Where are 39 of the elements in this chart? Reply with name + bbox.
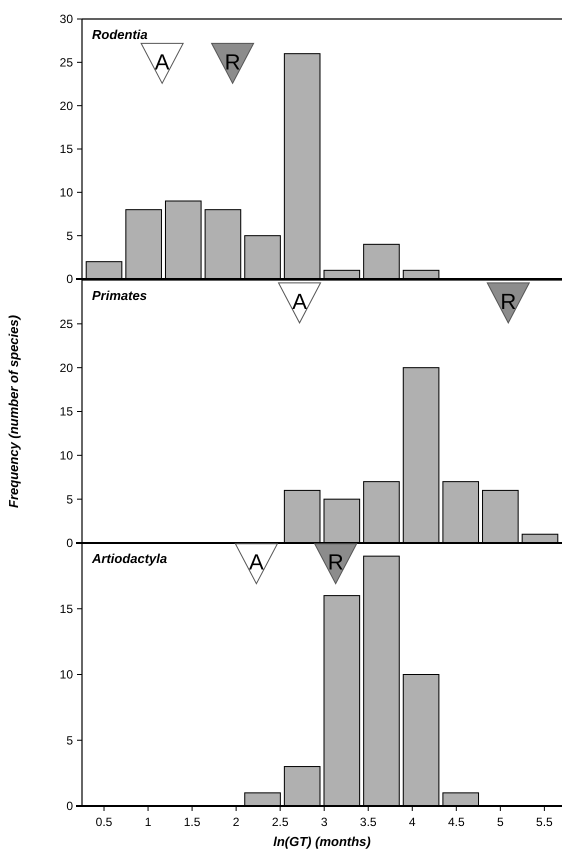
x-tick-label: 5.5 [536,815,554,829]
text: Primates [92,288,147,303]
x-tick-label: 2.5 [272,815,289,829]
y-tick-label: 5 [66,733,74,748]
annotation: A [154,49,170,74]
x-tick-label: 1 [144,815,152,829]
y-tick-label: 25 [60,317,74,332]
annotation: R [224,49,241,74]
annotation: A [249,550,264,575]
y-tick-label: 20 [60,98,74,113]
x-tick-label: 4 [408,815,416,829]
x-tick-label: 0.5 [96,815,113,829]
y-tick-label: 15 [60,404,74,419]
y-tick-label: 20 [60,360,74,375]
y-tick-label: 15 [60,142,74,156]
y-tick-label: 0 [66,272,74,286]
x-tick-label: 2 [232,815,240,829]
y-tick-label: 25 [60,56,74,70]
y-tick-label: 15 [60,602,74,616]
annotation: A [292,288,308,314]
y-tick-label: 10 [60,448,74,463]
x-tick-label: 1.5 [184,815,201,829]
annotation: R [500,288,516,314]
y-tick-label: 10 [60,668,74,682]
text: Rodentia [92,27,148,42]
y-tick-label: 0 [66,536,74,550]
x-tick-label: 4.5 [448,815,465,829]
y-tick-label: 5 [66,228,74,243]
x-axis-title: ln(GT) (months) [273,834,371,849]
annotation: R [328,550,344,575]
y-tick-label: 0 [66,799,74,814]
text: Artiodactyla [91,551,168,566]
x-tick-label: 3.5 [360,815,377,829]
y-axis-title: Frequency (number of species) [6,315,21,508]
y-tick-label: 10 [60,186,74,200]
y-tick-label: 5 [66,492,74,506]
y-tick-label: 30 [60,12,74,26]
x-tick-label: 5 [497,815,504,829]
x-tick-label: 3 [320,815,328,829]
